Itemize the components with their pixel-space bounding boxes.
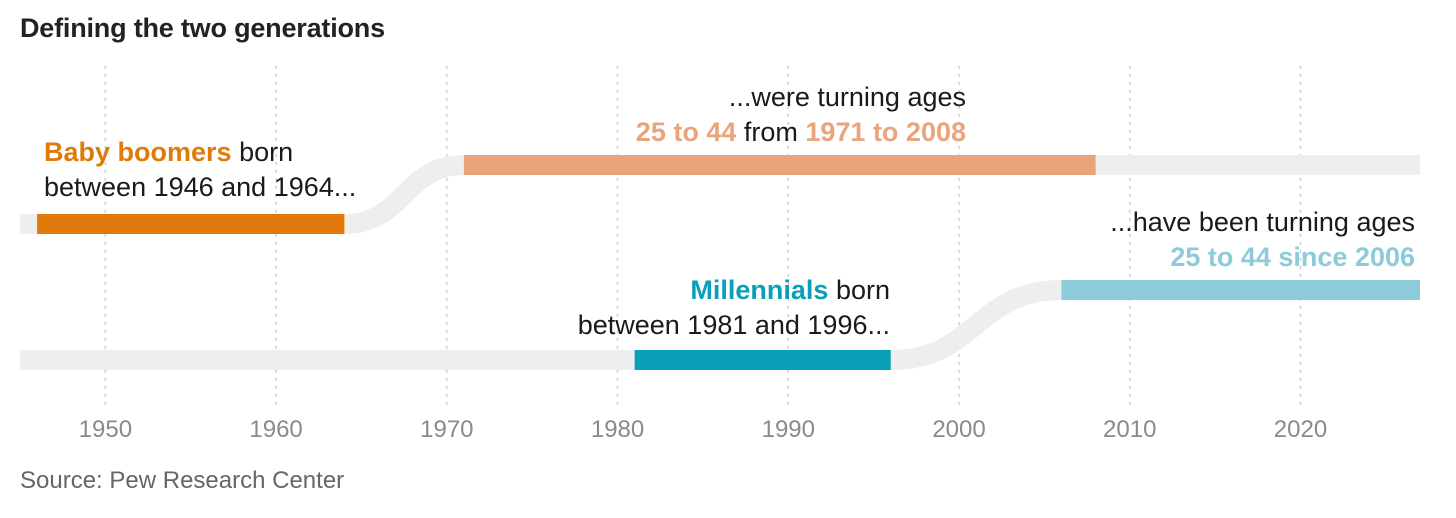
boomers-ages-highlight: 25 to 44 — [635, 117, 737, 147]
boomers-turning-intro: ...were turning ages — [728, 82, 966, 112]
x-tick-label-1990: 1990 — [762, 416, 815, 443]
millennials-born-range: between 1981 and 1996... — [577, 310, 890, 340]
millennials-born-bar — [634, 350, 891, 370]
boomers-label: Baby boomers — [44, 137, 232, 167]
millennials-turning-intro: ...have been turning ages — [1110, 207, 1415, 237]
boomers-years-highlight: 1971 to 2008 — [805, 117, 966, 147]
millennials-born-text: born — [828, 275, 890, 305]
boomers-born-bar — [37, 214, 345, 234]
x-tick-label-1950: 1950 — [79, 416, 132, 443]
boomers-born-text: born — [231, 137, 294, 167]
x-tick-label-2020: 2020 — [1274, 416, 1327, 443]
millennials-ages-bar — [1061, 280, 1420, 300]
boomers-born-range: between 1946 and 1964... — [44, 172, 357, 202]
x-tick-label-1980: 1980 — [591, 416, 644, 443]
source-note: Source: Pew Research Center — [20, 467, 345, 494]
chart-title: Defining the two generations — [20, 13, 385, 43]
x-tick-label-1960: 1960 — [249, 416, 302, 443]
x-tick-label-2010: 2010 — [1103, 416, 1156, 443]
millennials-ages-highlight: 25 to 44 since 2006 — [1170, 242, 1415, 272]
millennials-track — [20, 280, 1420, 370]
x-tick-label-2000: 2000 — [932, 416, 985, 443]
annotation-millennials-born: Millennials born between 1981 and 1996..… — [578, 273, 890, 343]
annotation-millennials-turning: ...have been turning ages 25 to 44 since… — [1110, 205, 1415, 275]
boomers-from-text: from — [736, 117, 806, 147]
annotation-boomers-turning: ...were turning ages 25 to 44 from 1971 … — [636, 80, 966, 150]
annotation-boomers-born: Baby boomers born between 1946 and 1964.… — [44, 135, 356, 205]
x-tick-label-1970: 1970 — [420, 416, 473, 443]
boomers-track — [20, 155, 1420, 234]
boomers-ages-bar — [463, 155, 1096, 175]
millennials-label: Millennials — [690, 275, 829, 305]
